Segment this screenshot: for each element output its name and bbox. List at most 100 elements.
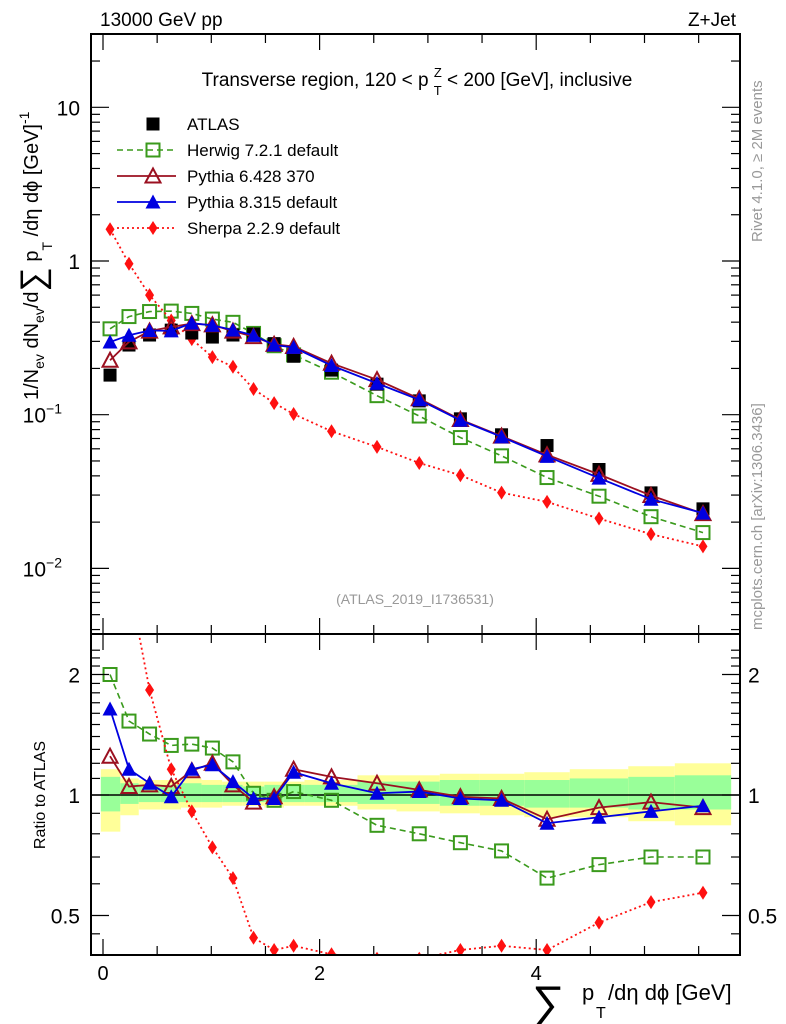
main-y-axis-title: 1/Nev dNev/d∑ pT /dη dϕ [GeV]-1 xyxy=(14,111,55,400)
ylabel-d: p xyxy=(21,251,43,268)
ratio-point-sherpa xyxy=(166,762,176,777)
main-line-pythia6 xyxy=(109,322,704,515)
main-point-herwig xyxy=(369,388,385,404)
main-point-herwig xyxy=(102,321,118,337)
ylabel-c: /d xyxy=(21,291,43,308)
legend-marker-herwig xyxy=(145,142,161,158)
main-point-herwig xyxy=(452,430,468,446)
main-point-pythia8 xyxy=(184,315,200,330)
ratio-point-pythia8 xyxy=(246,791,262,806)
ratio-point-sherpa xyxy=(187,804,197,819)
main-point-herwig xyxy=(494,448,510,464)
ratio-point-sherpa xyxy=(497,938,507,953)
ratio-point-herwig xyxy=(286,784,302,800)
main-point-sherpa xyxy=(124,256,134,271)
ylabel-b: dN xyxy=(21,323,43,354)
ratio-point-sherpa xyxy=(455,942,465,955)
x-axis-p: p xyxy=(582,980,594,1005)
main-point-pythia8 xyxy=(411,392,427,407)
main-point-sherpa xyxy=(698,539,708,554)
ratio-point-herwig xyxy=(184,736,200,752)
legend-marker-pythia8 xyxy=(145,194,161,209)
main-point-pythia8 xyxy=(142,323,158,338)
x-tick-label: 4 xyxy=(531,963,542,985)
legend-marker-atlas xyxy=(146,117,160,131)
ratio-point-sherpa xyxy=(124,575,133,589)
ylabel-sub-ev1: ev xyxy=(31,354,47,369)
stat-band-bin xyxy=(524,780,570,808)
stat-band-bin xyxy=(180,783,202,803)
ratio-point-sherpa xyxy=(145,682,155,697)
main-point-atlas xyxy=(205,330,219,344)
main-y-tick-label: 10 xyxy=(57,97,80,120)
tick-exponent: −1 xyxy=(46,401,62,417)
ratio-point-herwig xyxy=(142,726,158,742)
x-axis-title: ∑ p T /dη dϕ [GeV] xyxy=(532,976,732,1024)
ratio-y-tick-label: 2 xyxy=(68,665,80,688)
y-axis-title-text: 1/Nev dNev/d∑ pT /dη dϕ [GeV]-1 xyxy=(14,111,55,400)
title-sub-t: T xyxy=(434,83,442,98)
ratio-y-axis-title: Ratio to ATLAS xyxy=(32,741,49,849)
mcplots-label: mcplots.cern.ch [arXiv:1306.3436] xyxy=(749,403,766,630)
legend: ATLAS Herwig 7.2.1 default Pythia 6.428 37… xyxy=(117,115,340,238)
main-point-pythia6 xyxy=(100,350,120,368)
main-point-pythia8 xyxy=(204,317,220,332)
main-point-pythia8 xyxy=(591,470,607,485)
header-right-label: Z+Jet xyxy=(688,10,737,31)
main-point-pythia8 xyxy=(163,323,179,338)
main-point-herwig xyxy=(643,509,659,525)
ratio-point-pythia8 xyxy=(369,785,385,800)
ratio-point-herwig xyxy=(369,817,385,833)
tick-base: 10 xyxy=(23,405,46,428)
x-tick-label: 2 xyxy=(314,963,325,985)
ratio-point-herwig xyxy=(539,870,555,886)
main-point-pythia8 xyxy=(121,327,137,342)
x-axis-sigma: ∑ xyxy=(532,976,565,1024)
main-point-sherpa xyxy=(327,424,337,439)
ratio-point-pythia8 xyxy=(591,809,607,824)
main-point-pythia8 xyxy=(539,448,555,463)
main-point-pythia8 xyxy=(369,375,385,390)
ratio-point-pythia8 xyxy=(286,764,302,779)
main-point-pythia8 xyxy=(246,327,262,342)
ratio-point-pythia8 xyxy=(643,803,659,818)
ratio-point-pythia8 xyxy=(163,789,179,804)
legend-label-pythia6: Pythia 6.428 370 xyxy=(187,167,315,186)
main-point-pythia8 xyxy=(494,429,510,444)
ratio-point-sherpa xyxy=(269,942,279,955)
ratio-point-herwig xyxy=(411,826,427,842)
stat-band-bin xyxy=(201,784,223,803)
legend-label-atlas: ATLAS xyxy=(187,115,240,134)
ratio-y-tick-label-right: 0.5 xyxy=(748,906,777,929)
main-point-pythia8 xyxy=(286,339,302,354)
main-point-sherpa xyxy=(228,359,238,374)
main-point-sherpa xyxy=(542,494,552,509)
main-point-pythia8 xyxy=(225,322,241,337)
ratio-y-tick-label-right: 1 xyxy=(748,785,760,808)
main-point-sherpa xyxy=(497,485,507,500)
ratio-y-tick-label-right: 2 xyxy=(748,665,760,688)
ylabel-e: /dη dϕ [GeV] xyxy=(21,124,43,242)
ratio-point-herwig xyxy=(121,713,137,729)
main-point-herwig xyxy=(121,309,137,325)
ratio-point-herwig xyxy=(324,792,340,808)
ratio-point-herwig xyxy=(494,843,510,859)
main-line-sherpa xyxy=(109,228,704,548)
ratio-point-sherpa xyxy=(417,951,422,955)
main-point-pythia8 xyxy=(452,412,468,427)
tick-base: 10 xyxy=(23,558,46,581)
ratio-y-tick-label: 1 xyxy=(68,785,80,808)
main-point-herwig xyxy=(695,525,711,541)
ratio-point-pythia8 xyxy=(695,798,711,813)
ratio-line-sherpa xyxy=(137,634,704,955)
ratio-point-sherpa xyxy=(228,871,238,886)
ratio-point-pythia8 xyxy=(184,761,200,776)
main-point-pythia8 xyxy=(695,505,711,520)
analysis-id-label: (ATLAS_2019_I1736531) xyxy=(336,591,494,607)
main-point-sherpa xyxy=(646,527,656,542)
main-series-layer xyxy=(100,222,713,554)
main-point-herwig xyxy=(142,304,158,320)
main-point-pythia8 xyxy=(643,491,659,506)
stat-band-bin xyxy=(569,778,629,808)
